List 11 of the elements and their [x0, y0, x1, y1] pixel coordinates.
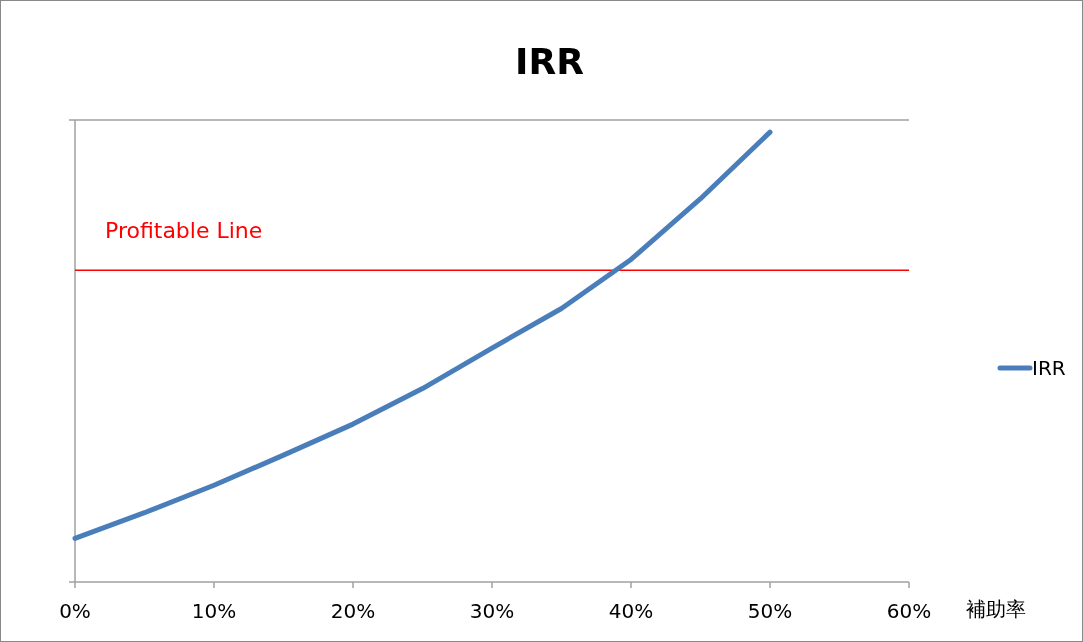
x-tick-label: 50%: [747, 599, 793, 623]
x-axis-title: 補助率: [966, 597, 1026, 621]
x-tick-label: 30%: [469, 599, 515, 623]
x-tick-label: 0%: [59, 599, 91, 623]
x-tick-label: 60%: [886, 599, 932, 623]
legend-label: IRR: [1032, 356, 1066, 380]
ref-line-label: Profitable Line: [105, 218, 263, 244]
x-tick-label: 40%: [608, 599, 654, 623]
x-tick-label: 10%: [191, 599, 237, 623]
x-tick-label: 20%: [330, 599, 376, 623]
chart-title: IRR: [515, 41, 584, 82]
